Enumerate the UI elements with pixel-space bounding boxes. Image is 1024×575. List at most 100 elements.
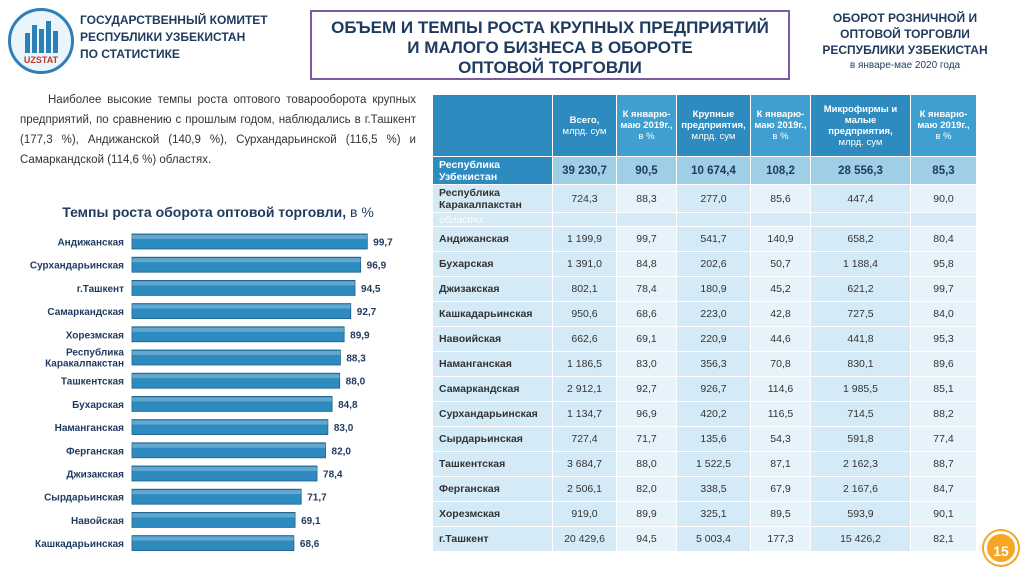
category-label: Самаркандская: [47, 307, 124, 318]
category-label: Республика Каракалпакстан: [45, 347, 124, 370]
bar: [131, 395, 333, 412]
table-cell: 441,8: [810, 326, 911, 352]
table-cell: 88,2: [910, 401, 977, 427]
trade-table: Всего, млрд. сум К январю-маю 2019г., в % …: [432, 94, 977, 552]
bar: [131, 256, 362, 273]
table-cell: 1 188,4: [810, 251, 911, 277]
table-row: Ташкентская 3 684,7 88,0 1 522,5 87,1 2 162,3…: [432, 451, 977, 477]
table-row: Сурхандарьинская 1 134,7 96,9 420,2 116,5 714…: [432, 401, 977, 427]
table-cell: 99,7: [910, 276, 977, 302]
table-cell: 80,4: [910, 226, 977, 252]
table-cell: 830,1: [810, 351, 911, 377]
value-label: 68,6: [300, 539, 320, 550]
row-label: Кашкадарьинская: [432, 301, 553, 327]
category-label: Ташкентская: [61, 377, 124, 388]
value-label: 92,7: [357, 307, 377, 318]
category-label: Андижанская: [57, 238, 124, 249]
summary-paragraph: Наиболее высокие темпы роста оптового то…: [20, 94, 416, 166]
value-label: 94,5: [361, 284, 381, 295]
table-cell: 2 162,3: [810, 451, 911, 477]
bar: [131, 280, 356, 296]
category-label: Бухарская: [72, 400, 124, 411]
bar: [131, 372, 341, 389]
table-cell: 90,5: [616, 156, 677, 185]
table-cell: 5 003,4: [676, 526, 751, 552]
table-cell: 591,8: [810, 426, 911, 452]
table-cell: 39 230,7: [552, 156, 617, 185]
category-label: Сырдарьинская: [44, 493, 124, 504]
row-label: Республика Каракалпакстан: [432, 184, 553, 213]
table-cell: 95,8: [910, 251, 977, 277]
table-row: Навоийская 662,6 69,1 220,9 44,6 441,8 95,3: [432, 326, 977, 352]
row-label: г.Ташкент: [432, 526, 553, 552]
bar: [131, 511, 296, 528]
table-cell: 84,8: [616, 251, 677, 277]
bar-highlight: [132, 258, 361, 263]
bar-highlight: [132, 443, 326, 448]
table-cell: 724,3: [552, 184, 617, 213]
value-label: 96,9: [367, 261, 387, 272]
table-cell: 85,3: [910, 156, 977, 185]
row-label: Наманганская: [432, 351, 553, 377]
table-cell: 69,1: [616, 326, 677, 352]
table-row: Сырдарьинская 727,4 71,7 135,6 54,3 591,8 77,4: [432, 426, 977, 452]
row-label: Андижанская: [432, 226, 553, 252]
bar: [131, 465, 318, 482]
table-section-row: области:: [432, 212, 977, 227]
table-cell: 223,0: [676, 301, 751, 327]
table-cell: [616, 212, 677, 227]
bar-highlight: [132, 397, 333, 402]
bar-highlight: [132, 467, 318, 471]
value-label: 71,7: [307, 493, 327, 504]
table-cell: 1 985,5: [810, 376, 911, 402]
table-cell: 802,1: [552, 276, 617, 302]
table-cell: 50,7: [750, 251, 811, 277]
table-cell: 727,4: [552, 426, 617, 452]
table-row: Бухарская 1 391,0 84,8 202,6 50,7 1 188,4 95,8: [432, 251, 977, 277]
table-cell: 140,9: [750, 226, 811, 252]
table-cell: 277,0: [676, 184, 751, 213]
table-row: Ферганская 2 506,1 82,0 338,5 67,9 2 167,6 84,…: [432, 476, 977, 502]
table-cell: 87,1: [750, 451, 811, 477]
row-label: Сырдарьинская: [432, 426, 553, 452]
col-header-small-pct: К январю-маю 2019г., в %: [910, 94, 977, 157]
table-cell: 2 167,6: [810, 476, 911, 502]
table-cell: 621,2: [810, 276, 911, 302]
table-cell: 42,8: [750, 301, 811, 327]
category-label: Навойская: [71, 516, 124, 527]
table-cell: 95,3: [910, 326, 977, 352]
bar: [131, 535, 295, 552]
value-label: 78,4: [323, 470, 343, 481]
section-heading-line: РЕСПУБЛИКИ УЗБЕКИСТАН: [822, 43, 988, 57]
category-label: Наманганская: [55, 423, 125, 434]
value-label: 82,0: [332, 446, 352, 457]
table-cell: 92,7: [616, 376, 677, 402]
bar: [131, 326, 345, 343]
table-cell: 10 674,4: [676, 156, 751, 185]
table-row: Джизакская 802,1 78,4 180,9 45,2 621,2 99,7: [432, 276, 977, 302]
row-label: Самаркандская: [432, 376, 553, 402]
uzstat-logo: UZSTAT: [8, 8, 74, 74]
category-label: Хорезмская: [66, 330, 124, 341]
table-cell: 88,3: [616, 184, 677, 213]
table-cell: 90,1: [910, 501, 977, 527]
section-heading-line: ОБОРОТ РОЗНИЧНОЙ И: [832, 11, 978, 25]
table-cell: 1 522,5: [676, 451, 751, 477]
value-label: 83,0: [334, 423, 354, 434]
value-label: 84,8: [338, 400, 358, 411]
table-cell: 1 134,7: [552, 401, 617, 427]
table-row: Самаркандская 2 912,1 92,7 926,7 114,6 1 985,…: [432, 376, 977, 402]
title-line: ОБЪЕМ И ТЕМПЫ РОСТА КРУПНЫХ ПРЕДПРИЯТИЙ: [331, 18, 769, 37]
table-cell: 20 429,6: [552, 526, 617, 552]
bar: [131, 442, 326, 459]
table-cell: 727,5: [810, 301, 911, 327]
table-cell: 85,6: [750, 184, 811, 213]
col-header-large: Крупные предприятия, млрд. сум: [676, 94, 751, 157]
table-cell: 45,2: [750, 276, 811, 302]
table-row: Андижанская 1 199,9 99,7 541,7 140,9 658,2 80,…: [432, 226, 977, 252]
category-label: Сурхандарьинская: [30, 261, 124, 272]
table-cell: 447,4: [810, 184, 911, 213]
org-line: РЕСПУБЛИКИ УЗБЕКИСТАН: [80, 30, 246, 44]
chart-title: Темпы роста оборота оптовой торговли, в …: [20, 204, 416, 220]
table-cell: 89,9: [616, 501, 677, 527]
